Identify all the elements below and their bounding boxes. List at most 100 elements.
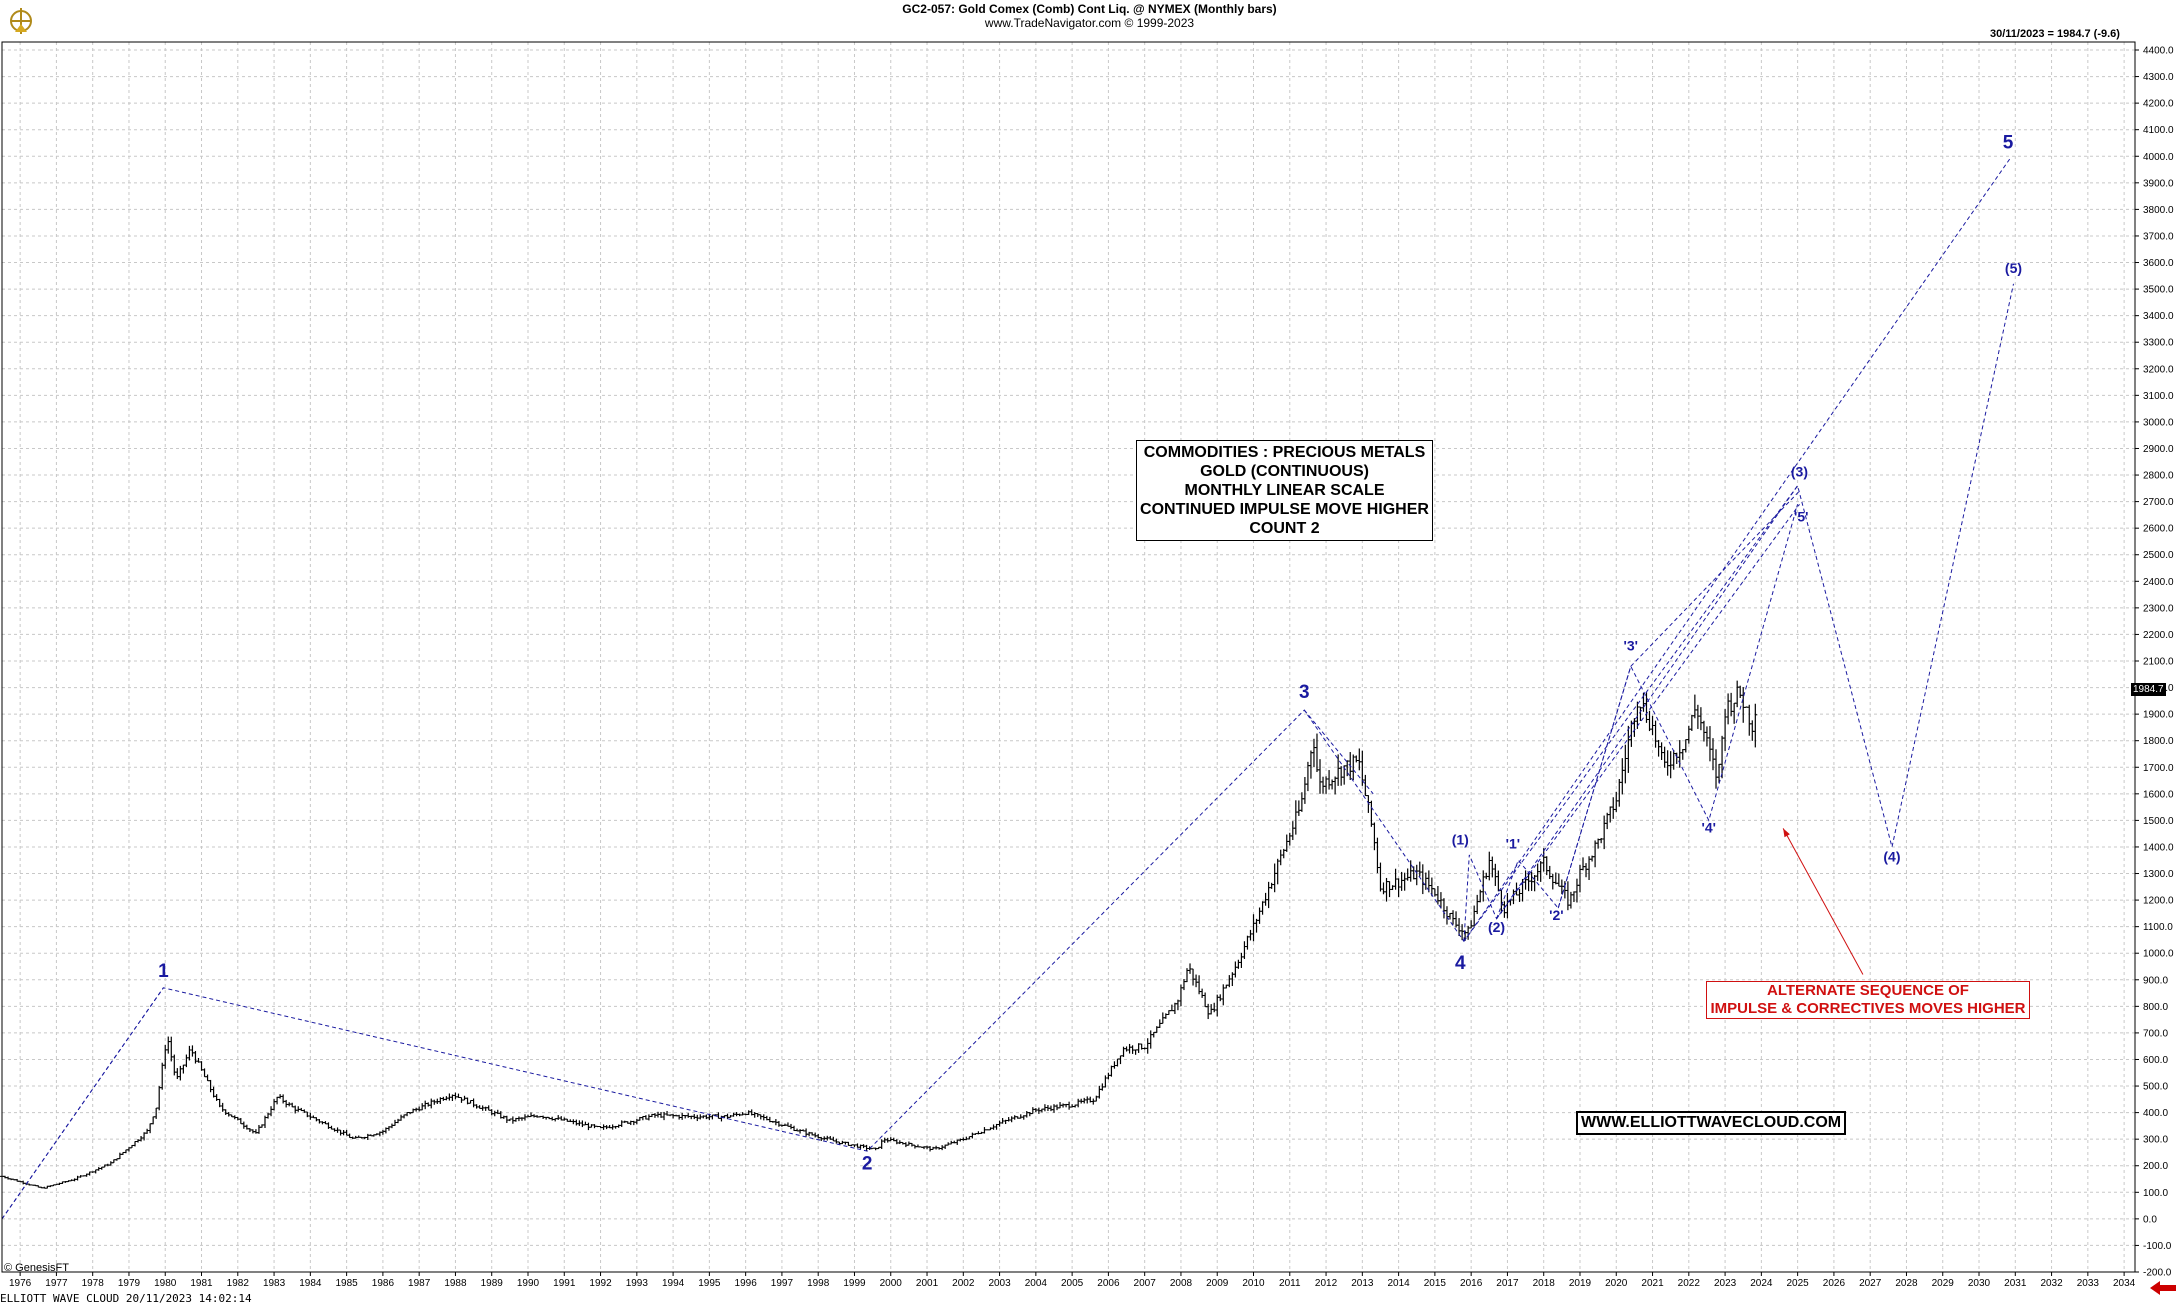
footer-stamp: ELLIOTT WAVE CLOUD 20/11/2023 14:02:14 <box>0 1292 252 1305</box>
x-tick-label: 1981 <box>190 1278 213 1289</box>
y-tick-label: 1600.0 <box>2143 789 2174 800</box>
info-line-4: CONTINUED IMPULSE MOVE HIGHER <box>1140 501 1429 518</box>
x-tick-label: 2021 <box>1641 1278 1664 1289</box>
wave-line <box>1557 666 1632 909</box>
y-tick-label: 0.0 <box>2143 1214 2157 1225</box>
y-tick-label: 3300.0 <box>2143 338 2174 349</box>
x-tick-label: 1976 <box>9 1278 32 1289</box>
x-tick-label: 2007 <box>1134 1278 1157 1289</box>
x-tick-label: 2020 <box>1605 1278 1628 1289</box>
alternate-sequence-note: ALTERNATE SEQUENCE OF IMPULSE & CORRECTI… <box>1706 981 2030 1019</box>
scroll-right-arrow <box>2150 1281 2176 1295</box>
wave-label: 2 <box>862 1154 873 1175</box>
wave-label: '5' <box>1794 509 1808 525</box>
y-tick-label: 300.0 <box>2143 1135 2168 1146</box>
y-tick-label: 2500.0 <box>2143 550 2174 561</box>
y-tick-label: 1300.0 <box>2143 869 2174 880</box>
y-tick-label: 700.0 <box>2143 1028 2168 1039</box>
last-price-tag: 1984.7 <box>2131 683 2166 696</box>
wave-line <box>1496 504 1800 919</box>
x-tick-label: 1995 <box>698 1278 721 1289</box>
x-tick-label: 1985 <box>335 1278 358 1289</box>
info-box: COMMODITIES : PRECIOUS METALS GOLD (CONT… <box>1136 440 1433 541</box>
y-tick-label: 1100.0 <box>2143 922 2173 933</box>
x-tick-label: 2009 <box>1206 1278 1229 1289</box>
annotation-arrowhead <box>1783 828 1790 838</box>
x-tick-label: 1984 <box>299 1278 322 1289</box>
x-tick-label: 2001 <box>916 1278 939 1289</box>
wave-label: (4) <box>1883 849 1900 865</box>
x-tick-label: 1986 <box>372 1278 395 1289</box>
y-tick-label: 400.0 <box>2143 1108 2168 1119</box>
annotation-arrow <box>1782 828 1864 975</box>
wave-label: 1 <box>158 961 169 982</box>
wave-lines <box>1 158 2014 1220</box>
y-tick-label: -100.0 <box>2143 1241 2172 1252</box>
y-tick-label: 1000.0 <box>2143 949 2174 960</box>
y-tick-label: -200.0 <box>2143 1268 2172 1279</box>
x-tick-label: 2024 <box>1750 1278 1773 1289</box>
x-tick-label: 2025 <box>1787 1278 1810 1289</box>
x-tick-label: 2002 <box>952 1278 975 1289</box>
x-tick-label: 2033 <box>2077 1278 2100 1289</box>
trade-navigator-logo <box>6 4 36 36</box>
source-line: www.TradeNavigator.com © 1999-2023 <box>984 16 1195 30</box>
info-line-3: MONTHLY LINEAR SCALE <box>1184 482 1385 499</box>
y-tick-label: 3500.0 <box>2143 285 2174 296</box>
plot-frame <box>1 41 2136 1273</box>
x-tick-label: 1994 <box>662 1278 685 1289</box>
y-tick-label: 1500.0 <box>2143 816 2174 827</box>
y-tick-label: 1800.0 <box>2143 736 2174 747</box>
x-tick-label: 2011 <box>1279 1278 1301 1289</box>
y-tick-label: 3000.0 <box>2143 417 2174 428</box>
y-tick-label: 3600.0 <box>2143 258 2174 269</box>
x-tick-label: 1980 <box>154 1278 177 1289</box>
info-line-1: COMMODITIES : PRECIOUS METALS <box>1143 444 1426 461</box>
x-tick-label: 2015 <box>1424 1278 1447 1289</box>
x-tick-label: 1977 <box>45 1278 68 1289</box>
y-tick-label: 3800.0 <box>2143 205 2174 216</box>
y-tick-label: 3900.0 <box>2143 178 2174 189</box>
wave-label: 5 <box>2003 132 2014 153</box>
wave-label: 4 <box>1455 953 1466 974</box>
wave-label: 3 <box>1299 682 1310 703</box>
x-tick-label: 1989 <box>481 1278 504 1289</box>
y-tick-label: 2600.0 <box>2143 524 2174 535</box>
y-tick-label: 3700.0 <box>2143 231 2174 242</box>
x-tick-label: 2028 <box>1895 1278 1918 1289</box>
alt-line-1: ALTERNATE SEQUENCE OF <box>1767 982 1969 999</box>
axes: 1976 1977 1978 1979 1980 1981 1982 1983 1984 1985… <box>1 41 2176 1295</box>
price-bars <box>0 680 1758 1189</box>
x-tick-label: 2013 <box>1351 1278 1374 1289</box>
x-tick-label: 2006 <box>1097 1278 1120 1289</box>
x-tick-label: 2027 <box>1859 1278 1882 1289</box>
x-tick-label: 1991 <box>553 1278 576 1289</box>
y-tick-label: 2700.0 <box>2143 497 2174 508</box>
wave-label: (1) <box>1452 831 1469 847</box>
y-tick-label: 4400.0 <box>2143 46 2174 57</box>
x-tick-label: 1998 <box>807 1278 830 1289</box>
x-tick-label: 1990 <box>517 1278 540 1289</box>
y-tick-label: 1900.0 <box>2143 710 2174 721</box>
x-tick-label: 2016 <box>1460 1278 1483 1289</box>
y-tick-label: 2400.0 <box>2143 577 2174 588</box>
x-tick-label: 2000 <box>880 1278 903 1289</box>
x-tick-label: 2005 <box>1061 1278 1084 1289</box>
x-tick-label: 2008 <box>1170 1278 1193 1289</box>
y-tick-label: 1400.0 <box>2143 842 2174 853</box>
x-tick-label: 1982 <box>227 1278 250 1289</box>
x-tick-label: 1997 <box>771 1278 794 1289</box>
y-tick-label: 1700.0 <box>2143 763 2174 774</box>
x-tick-label: 2026 <box>1823 1278 1846 1289</box>
x-tick-label: 1978 <box>82 1278 105 1289</box>
y-tick-label: 3400.0 <box>2143 311 2174 322</box>
x-tick-label: 1979 <box>118 1278 141 1289</box>
y-tick-label: 100.0 <box>2143 1188 2168 1199</box>
copyright: © GenesisFT <box>4 1262 69 1274</box>
x-tick-label: 2030 <box>1968 1278 1991 1289</box>
wave-label: (3) <box>1791 463 1808 479</box>
grid <box>2 42 2135 1273</box>
chart-header: GC2-057: Gold Comex (Comb) Cont Liq. @ N… <box>0 2 2179 30</box>
wave-line <box>1463 283 2014 942</box>
